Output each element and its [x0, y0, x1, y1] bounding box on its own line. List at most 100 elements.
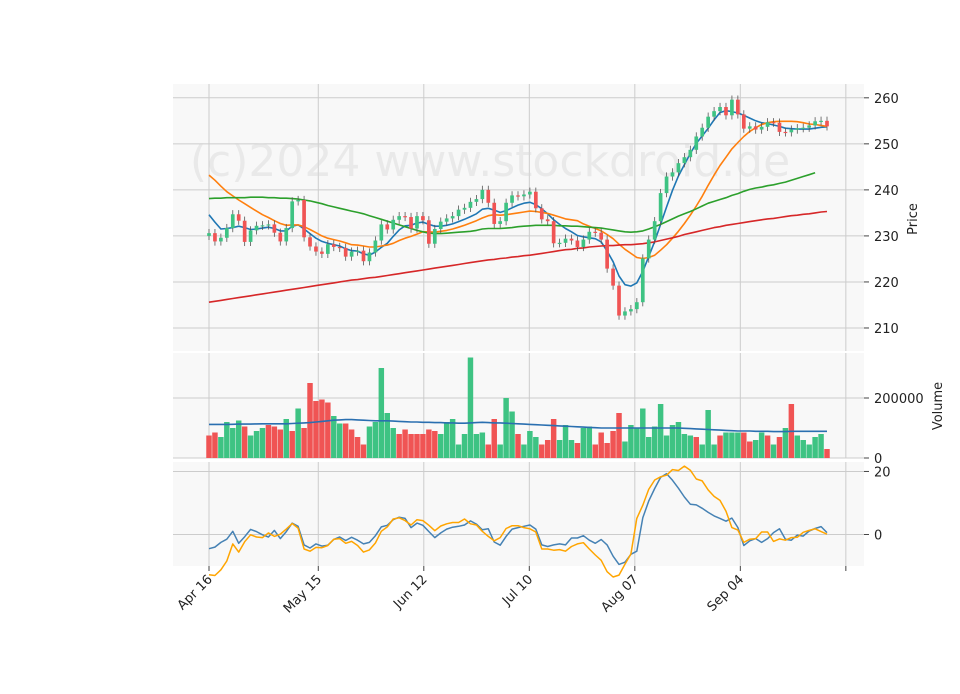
candle-body: [700, 127, 705, 137]
candle-body: [706, 116, 710, 128]
candle-body: [260, 225, 265, 227]
volume-bar: [723, 432, 729, 458]
candle-body: [635, 302, 639, 310]
volume-bar: [408, 434, 414, 458]
volume-bar: [420, 434, 426, 458]
volume-bar: [503, 398, 509, 458]
x-tick-label: Apr 16: [175, 572, 216, 613]
volume-bar: [645, 437, 652, 458]
candle-body: [522, 194, 526, 197]
volume-bar: [432, 431, 438, 458]
candle-body: [640, 258, 645, 303]
candle-body: [658, 193, 663, 222]
volume-bar: [402, 429, 408, 458]
candle-body: [670, 172, 675, 177]
candle-body: [825, 120, 829, 127]
candle-body: [498, 221, 503, 224]
volume-bar: [372, 422, 379, 458]
volume-bar: [610, 431, 616, 458]
volume-bar: [616, 413, 622, 458]
volume-bar: [360, 444, 367, 458]
volume-bar: [206, 435, 212, 458]
candle-body: [783, 131, 788, 134]
volume-bar: [241, 426, 248, 458]
volume-bar: [764, 435, 771, 458]
volume-bar: [491, 419, 497, 458]
candle-body: [421, 216, 425, 221]
sma-50-line: [208, 172, 816, 235]
volume-bar: [336, 423, 343, 458]
candle-body: [741, 114, 746, 129]
volume-bar: [604, 443, 610, 458]
candle-body: [415, 216, 419, 229]
volume-bar: [752, 440, 759, 458]
candle-body: [605, 239, 609, 269]
volume-bar: [467, 357, 474, 458]
volume-bar: [818, 434, 824, 458]
x-tick-label: Jul 10: [499, 572, 536, 609]
candle-body: [438, 221, 443, 230]
volume-bar: [562, 425, 569, 458]
volume-bar: [485, 444, 492, 458]
candle-body: [230, 214, 235, 229]
volume-bar: [443, 422, 450, 458]
candle-body: [563, 238, 568, 243]
volume-bar: [669, 425, 676, 458]
candle-body: [516, 195, 520, 197]
volume-bar: [705, 410, 711, 458]
volume-bar: [378, 368, 385, 458]
candle-body: [694, 136, 699, 150]
candle-body: [730, 99, 734, 116]
candle-body: [652, 221, 657, 240]
candle-body: [272, 224, 277, 233]
candle-body: [712, 111, 716, 117]
price-y-tick-label: 250: [874, 138, 899, 153]
panel-bg-price: [173, 84, 864, 351]
volume-bar: [693, 437, 700, 458]
candle-body: [296, 200, 300, 202]
candle-body: [213, 233, 217, 242]
panel-bg-macd: [173, 462, 864, 566]
volume-bar: [539, 444, 545, 458]
candle-body: [456, 209, 461, 217]
volume-axis-title: Volume: [931, 382, 946, 430]
candle-body: [403, 216, 407, 218]
candle-body: [361, 250, 366, 262]
volume-bar: [449, 419, 456, 458]
volume-bar: [319, 399, 325, 458]
price-y-tick-label: 230: [874, 230, 899, 245]
candle-body: [557, 242, 562, 245]
sma-200-line: [208, 210, 828, 303]
candle-body: [391, 219, 396, 230]
volume-bar: [438, 434, 444, 458]
ema-fast-line: [208, 109, 828, 287]
candle-body: [308, 237, 312, 247]
candle-body: [724, 107, 728, 116]
candle-body: [581, 239, 586, 247]
candle-body: [682, 157, 687, 164]
price-y-tick-label: 220: [874, 276, 899, 291]
candle-body: [795, 128, 800, 130]
volume-bar: [806, 444, 812, 458]
volume-bar: [289, 431, 295, 458]
volume-bar: [729, 432, 735, 458]
volume-bar: [473, 434, 480, 458]
candle-body: [510, 195, 514, 203]
x-tick-label: May 15: [281, 572, 325, 616]
macd-panel: [208, 465, 828, 578]
volume-bar: [426, 429, 432, 458]
volume-bar: [586, 426, 593, 458]
macd-y-tick-label: 0: [874, 528, 882, 543]
volume-bar: [230, 428, 236, 458]
candle-body: [385, 224, 390, 230]
volume-bar: [675, 422, 682, 458]
price-y-tick-label: 240: [874, 184, 899, 199]
candle-body: [355, 250, 360, 252]
volume-bar: [218, 437, 224, 458]
volume-bar: [794, 435, 801, 458]
volume-bar: [800, 440, 806, 458]
candle-body: [343, 247, 348, 257]
x-tick-label: Aug 07: [598, 572, 641, 615]
volume-bar: [699, 444, 705, 458]
